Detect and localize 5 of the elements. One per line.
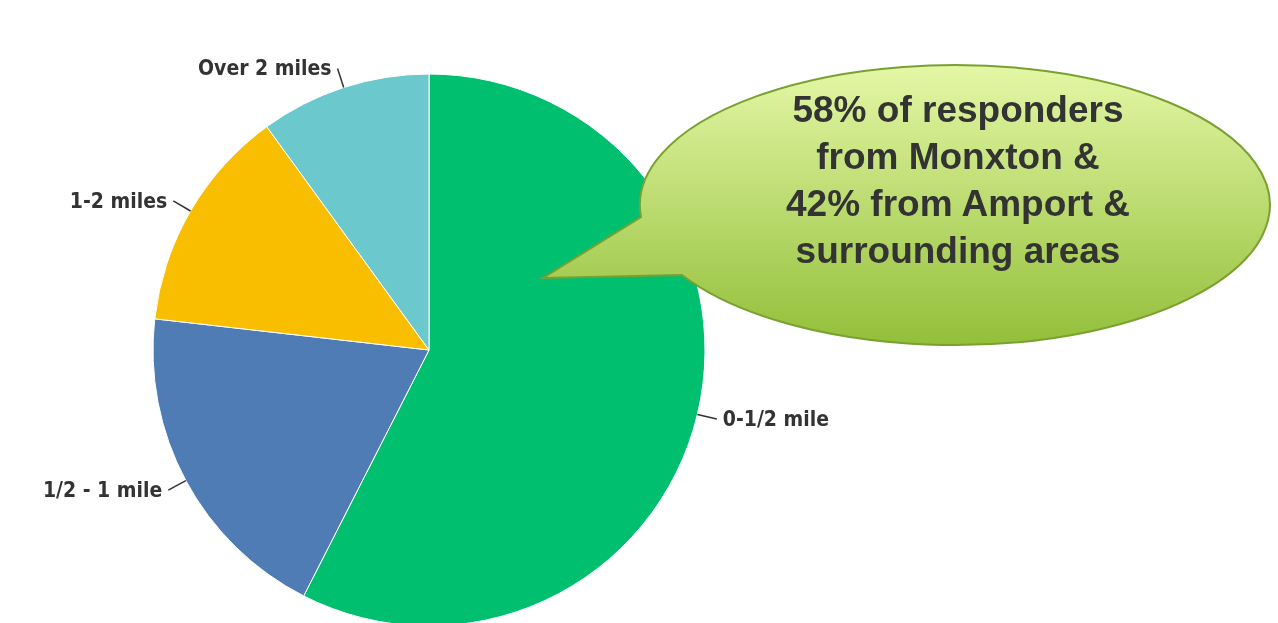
slice-label: 1-2 miles [69,188,168,213]
slice-label: 0-1/2 mile [722,407,830,432]
text: 58% of responders from Monxton & 42% from Amport & surrounding areas [785,88,1131,273]
slice-label: Over 2 miles [198,56,332,81]
slice-label: 1/2 - 1 mile [42,478,163,503]
